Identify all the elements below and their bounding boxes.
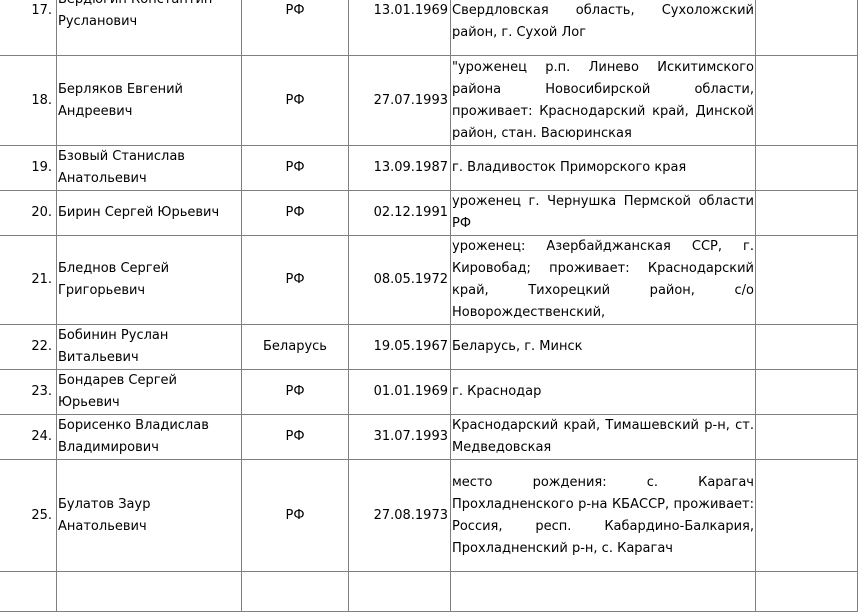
address-cell	[450, 571, 756, 612]
address-cell: Беларусь, г. Минск	[450, 324, 756, 370]
person-name-cell: Бердюгин Константин Русланович	[56, 0, 242, 56]
note-cell	[755, 414, 858, 460]
table-row: 25. Булатов Заур Анатольевич РФ 27.08.1973 м…	[0, 459, 858, 572]
note-cell	[755, 55, 858, 146]
note-cell	[755, 0, 858, 56]
person-name-cell: Бондарев Сергей Юрьевич	[56, 369, 242, 415]
person-name-cell	[56, 571, 242, 612]
citizenship-cell: РФ	[241, 145, 349, 191]
person-name-cell: Бзовый Станислав Анатольевич	[56, 145, 242, 191]
birth-date-cell: 02.12.1991	[348, 190, 451, 236]
person-name-cell: Бобинин Руслан Витальевич	[56, 324, 242, 370]
row-number-cell: 17.	[0, 0, 57, 56]
row-number-cell: 23.	[0, 369, 57, 415]
citizenship-cell: РФ	[241, 414, 349, 460]
birth-date-cell	[348, 571, 451, 612]
table-row: 20. Бирин Сергей Юрьевич РФ 02.12.1991 уроже…	[0, 190, 858, 236]
citizenship-cell: РФ	[241, 459, 349, 572]
address-cell: место рождения: с. Карагач Прохладненско…	[450, 459, 756, 572]
row-number-cell: 19.	[0, 145, 57, 191]
birth-date-cell: 27.07.1993	[348, 55, 451, 146]
note-cell	[755, 571, 858, 612]
person-name-cell: Берляков Евгений Андреевич	[56, 55, 242, 146]
birth-date-cell: 19.05.1967	[348, 324, 451, 370]
person-name-cell: Бирин Сергей Юрьевич	[56, 190, 242, 236]
person-name-cell: Борисенко Владислав Владимирович	[56, 414, 242, 460]
citizenship-cell: РФ	[241, 55, 349, 146]
row-number-cell: 21.	[0, 235, 57, 325]
address-cell: г. Владивосток Приморского края	[450, 145, 756, 191]
person-name-cell: Булатов Заур Анатольевич	[56, 459, 242, 572]
row-number-cell: 24.	[0, 414, 57, 460]
note-cell	[755, 190, 858, 236]
birth-date-cell: 01.01.1969	[348, 369, 451, 415]
row-number-cell	[0, 571, 57, 612]
note-cell	[755, 459, 858, 572]
table-row: 22. Бобинин Руслан Витальевич Беларусь 19.0…	[0, 324, 858, 370]
address-cell: Краснодарский край, Тимашевский р-н, ст.…	[450, 414, 756, 460]
table-row: 24. Борисенко Владислав Владимирович РФ 31.…	[0, 414, 858, 460]
row-number-cell: 20.	[0, 190, 57, 236]
note-cell	[755, 235, 858, 325]
row-number-cell: 25.	[0, 459, 57, 572]
table-row: 18. Берляков Евгений Андреевич РФ 27.07.199…	[0, 55, 858, 146]
table-row: 17.Бердюгин Константин РуслановичРФ13.01…	[0, 0, 858, 56]
citizenship-cell: РФ	[241, 0, 349, 56]
birth-date-cell: 31.07.1993	[348, 414, 451, 460]
note-cell	[755, 145, 858, 191]
citizenship-cell: РФ	[241, 235, 349, 325]
birth-date-cell: 27.08.1973	[348, 459, 451, 572]
address-cell: "уроженец р.п. Линево Искитимского район…	[450, 55, 756, 146]
table-row	[0, 571, 858, 612]
birth-date-cell: 08.05.1972	[348, 235, 451, 325]
table-row: 23. Бондарев Сергей Юрьевич РФ 01.01.1969 г.…	[0, 369, 858, 415]
row-number-cell: 18.	[0, 55, 57, 146]
row-number-cell: 22.	[0, 324, 57, 370]
address-cell: уроженец: Азербайджанская ССР, г. Кирово…	[450, 235, 756, 325]
citizenship-cell	[241, 571, 349, 612]
table-row: 19. Бзовый Станислав Анатольевич РФ 13.09.1…	[0, 145, 858, 191]
address-cell: уроженец г. Чернушка Пермской области РФ	[450, 190, 756, 236]
note-cell	[755, 324, 858, 370]
table-row: 21. Бледнов Сергей Григорьевич РФ 08.05.197…	[0, 235, 858, 325]
birth-date-cell: 13.09.1987	[348, 145, 451, 191]
citizenship-cell: РФ	[241, 190, 349, 236]
address-cell: уроженец г. Новосибирск, проживает: Свер…	[450, 0, 756, 56]
address-cell: г. Краснодар	[450, 369, 756, 415]
birth-date-cell: 13.01.1969	[348, 0, 451, 56]
citizenship-cell: Беларусь	[241, 324, 349, 370]
note-cell	[755, 369, 858, 415]
citizenship-cell: РФ	[241, 369, 349, 415]
person-name-cell: Бледнов Сергей Григорьевич	[56, 235, 242, 325]
